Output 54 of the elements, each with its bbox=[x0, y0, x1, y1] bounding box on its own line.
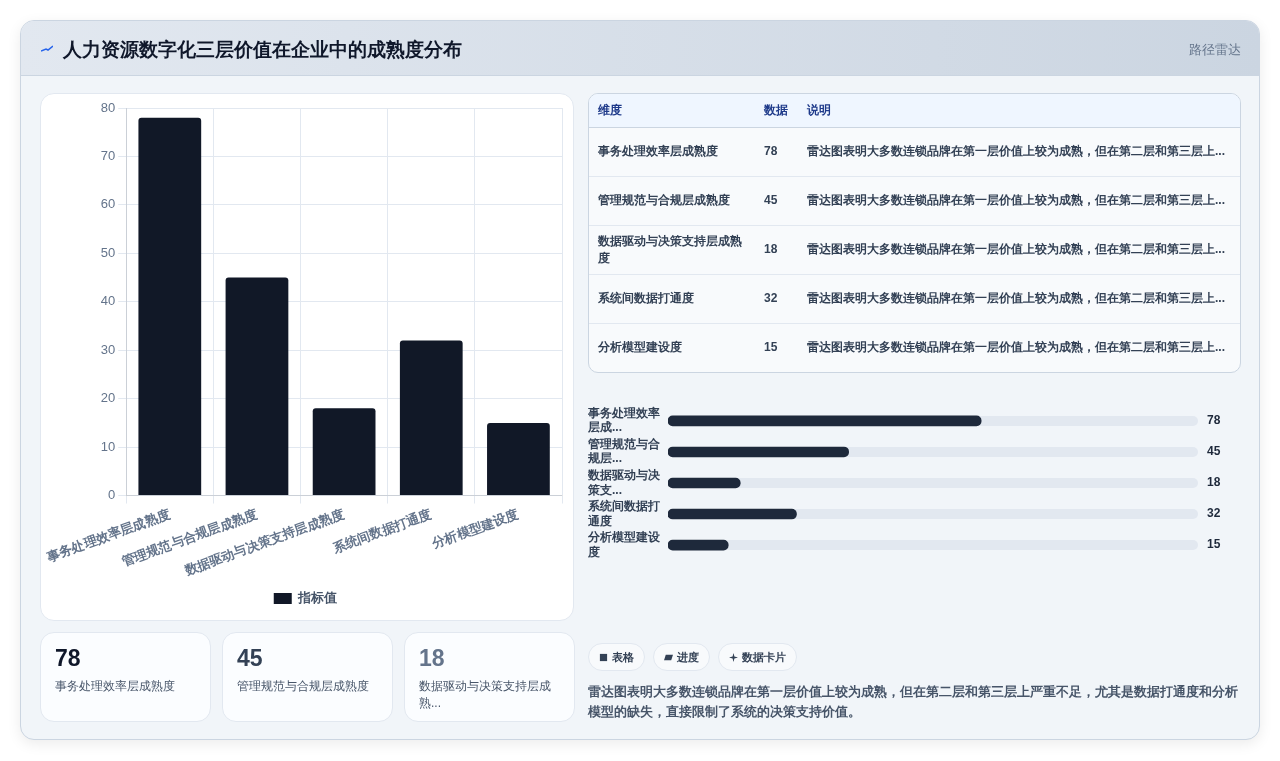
y-tick-label: 50 bbox=[100, 244, 116, 260]
data-label: 32 bbox=[1207, 506, 1221, 521]
text: 雷达图表明大多数连锁品牌在第一层价值上较为成熟，但在第二层和第三层上... bbox=[798, 176, 1240, 225]
legend-label: 指标值 bbox=[297, 590, 338, 606]
data-label: 45 bbox=[237, 645, 264, 672]
data-label: 18 bbox=[419, 645, 446, 672]
bar bbox=[312, 408, 376, 496]
bar bbox=[138, 117, 202, 496]
text: 数据 bbox=[755, 94, 798, 127]
y-tick-label: 30 bbox=[100, 341, 116, 357]
bar bbox=[668, 508, 797, 520]
y-tick-label: 80 bbox=[100, 99, 116, 115]
y-tick-label: 40 bbox=[100, 293, 116, 309]
text: 说明 bbox=[798, 94, 1240, 127]
bar bbox=[487, 422, 550, 496]
data-label: 45 bbox=[755, 176, 798, 225]
text: 雷达图表明大多数连锁品牌在第一层价值上较为成熟，但在第二层和第三层上严重不足，尤其是数据打通度和分析模型的缺失，直接限制了系统的决策支持价值。 bbox=[588, 683, 1239, 721]
y-tick-label: 管理规范与合规层... bbox=[587, 437, 661, 466]
category-label: 数据驱动与决策支持层成熟... bbox=[419, 678, 552, 712]
text: 雷达图表明大多数连锁品牌在第一层价值上较为成熟，但在第二层和第三层上... bbox=[798, 274, 1240, 323]
y-tick-label: 事务处理效率层成... bbox=[587, 406, 660, 435]
data-label: 15 bbox=[1207, 537, 1221, 552]
data-label: 78 bbox=[755, 127, 798, 176]
text: 路径雷达 bbox=[1189, 41, 1241, 59]
text: 雷达图表明大多数连锁品牌在第一层价值上较为成熟，但在第二层和第三层上... bbox=[798, 127, 1240, 176]
bar bbox=[225, 277, 289, 496]
data-label: 45 bbox=[1207, 444, 1221, 459]
bar bbox=[668, 477, 741, 489]
category-label: 事务处理效率层成熟度 bbox=[589, 127, 755, 176]
data-label: 18 bbox=[755, 225, 798, 274]
y-tick-label: 数据驱动与决策支... bbox=[587, 468, 661, 497]
text: 表格 bbox=[612, 649, 634, 665]
data-label: 18 bbox=[1207, 475, 1221, 490]
text: 进度 bbox=[677, 649, 699, 665]
bar bbox=[399, 340, 463, 496]
text: 数据卡片 bbox=[742, 649, 786, 665]
data-label: 15 bbox=[755, 323, 798, 372]
text: 雷达图表明大多数连锁品牌在第一层价值上较为成熟，但在第二层和第三层上... bbox=[798, 323, 1240, 372]
text: 维度 bbox=[589, 94, 755, 127]
category-label: 数据驱动与决策支持层成熟度 bbox=[589, 225, 755, 274]
text: 雷达图表明大多数连锁品牌在第一层价值上较为成熟，但在第二层和第三层上... bbox=[798, 225, 1240, 274]
y-tick-label: 20 bbox=[100, 390, 116, 406]
y-tick-label: 60 bbox=[100, 196, 116, 212]
data-label: 78 bbox=[55, 645, 82, 672]
y-tick-label: 0 bbox=[107, 487, 116, 503]
y-tick-label: 70 bbox=[100, 148, 116, 164]
bar bbox=[668, 539, 729, 551]
category-label: 管理规范与合规层成熟度 bbox=[237, 678, 370, 695]
chart-title: 人力资源数字化三层价值在企业中的成熟度分布 bbox=[63, 38, 462, 62]
data-label: 32 bbox=[755, 274, 798, 323]
y-tick-label: 10 bbox=[100, 438, 116, 454]
category-label: 事务处理效率层成熟度 bbox=[55, 678, 176, 695]
data-label: 78 bbox=[1207, 413, 1221, 428]
category-label: 管理规范与合规层成熟度 bbox=[589, 176, 755, 225]
